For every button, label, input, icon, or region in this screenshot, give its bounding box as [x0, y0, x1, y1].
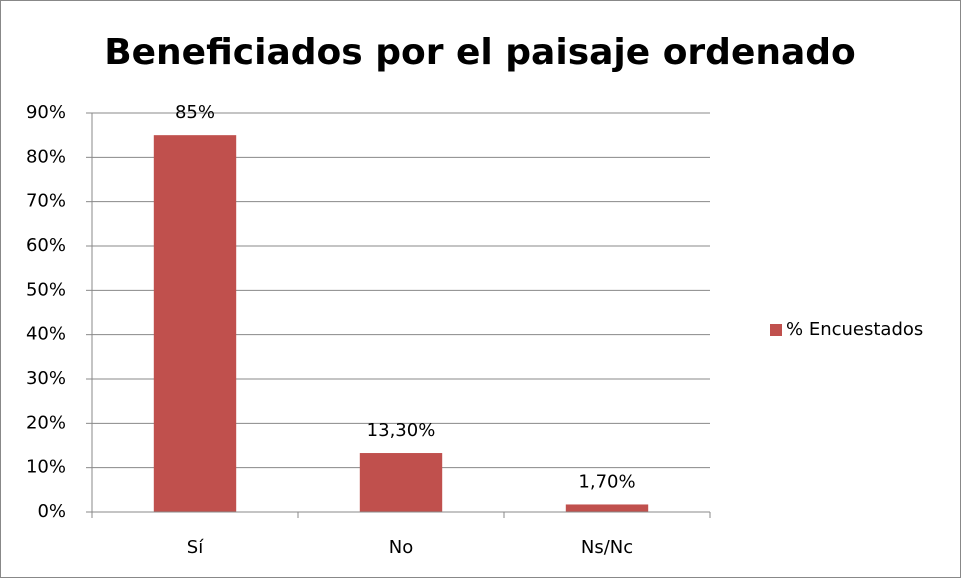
y-tick-label: 70% [26, 191, 66, 212]
y-tick-label: 40% [26, 324, 66, 345]
x-tick-label: No [389, 537, 413, 558]
chart-title: Beneficiados por el paisaje ordenado [104, 32, 856, 73]
x-tick-label: Sí [187, 537, 204, 558]
bar [359, 453, 443, 512]
legend-swatch [770, 324, 782, 336]
y-tick-label: 80% [26, 146, 66, 167]
data-label: 85% [175, 102, 215, 123]
y-tick-label: 0% [37, 501, 66, 522]
data-label: 13,30% [367, 420, 436, 441]
legend-label: % Encuestados [786, 319, 923, 340]
y-tick-label: 30% [26, 368, 66, 389]
bar [565, 504, 649, 512]
x-tick-label: Ns/Nc [581, 537, 633, 558]
y-tick-label: 20% [26, 412, 66, 433]
y-tick-label: 60% [26, 235, 66, 256]
y-tick-label: 90% [26, 102, 66, 123]
data-label: 1,70% [578, 471, 635, 492]
y-tick-label: 50% [26, 279, 66, 300]
y-tick-label: 10% [26, 457, 66, 478]
bar [153, 135, 237, 512]
